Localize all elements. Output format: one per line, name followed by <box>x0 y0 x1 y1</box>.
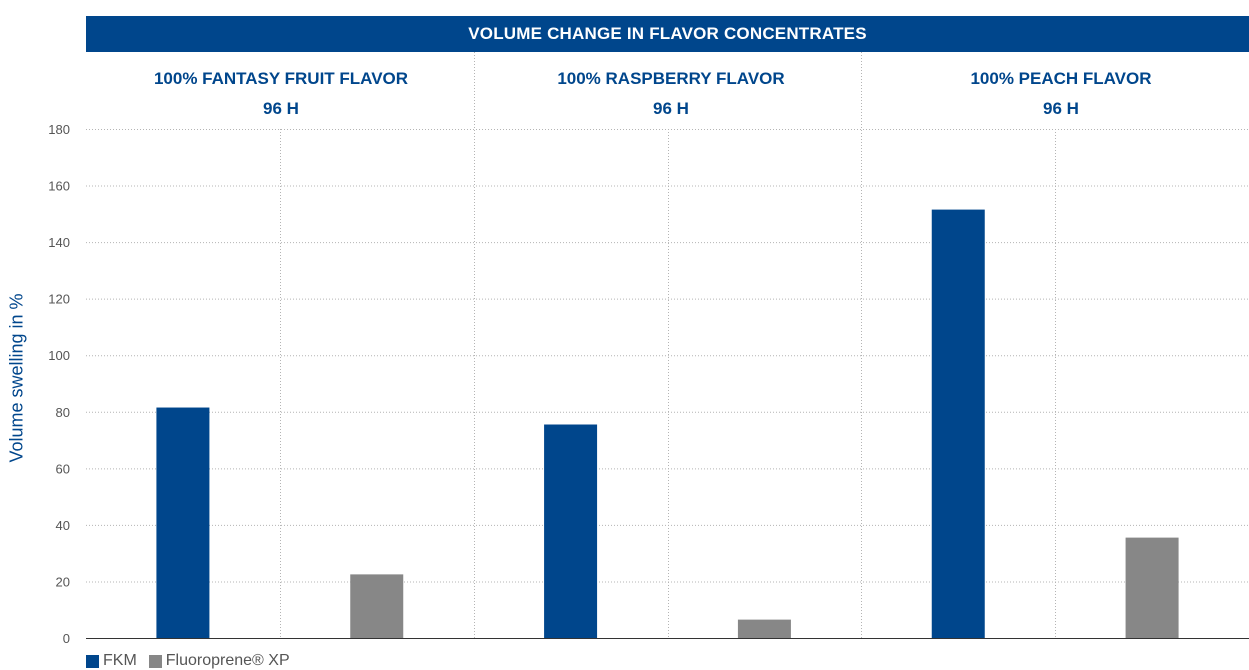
legend-label-fkm: FKM <box>103 652 137 669</box>
panel-title-text: 100% PEACH FLAVOR <box>970 69 1152 88</box>
panel-title-fantasy-fruit: 100% FANTASY FRUIT FLAVOR 96 H <box>86 64 476 124</box>
y-tick-label: 100 <box>48 348 70 363</box>
chart-title-background <box>86 16 1249 52</box>
bar-fkm <box>544 424 598 638</box>
legend-label-fluoroprene: Fluoroprene® XP <box>165 652 290 669</box>
y-tick-label: 180 <box>48 122 70 137</box>
legend-swatch-fkm <box>86 654 99 668</box>
legend-item-fluoroprene: Fluoroprene® XP <box>148 652 290 670</box>
panel-title-peach: 100% PEACH FLAVOR 96 H <box>866 64 1249 124</box>
tick-layer: 0 20 40 60 80 100 120 140 160 180 <box>48 122 1249 646</box>
legend-swatch-fluoroprene <box>148 654 162 668</box>
bar-fluoroprene <box>1125 537 1179 638</box>
panel-subtitle-text: 96 H <box>653 99 689 118</box>
panel-subtitle-text: 96 H <box>1043 99 1079 118</box>
panel-subtitle-text: 96 H <box>263 99 299 118</box>
y-tick-label: 160 <box>48 179 70 194</box>
grid-layer <box>86 52 1249 638</box>
panel-title-raspberry: 100% RASPBERRY FLAVOR 96 H <box>476 64 866 124</box>
panel-title-text: 100% RASPBERRY FLAVOR <box>557 69 785 88</box>
bar-fkm <box>931 209 985 638</box>
chart-title: VOLUME CHANGE IN FLAVOR CONCENTRATES <box>468 24 867 43</box>
y-tick-label: 40 <box>56 518 70 533</box>
y-tick-label: 20 <box>56 574 70 589</box>
legend: FKM Fluoroprene® XP <box>86 652 302 670</box>
bar-fluoroprene <box>350 574 404 638</box>
bar-fkm <box>156 407 210 638</box>
chart-title-band: VOLUME CHANGE IN FLAVOR CONCENTRATES <box>86 16 1249 52</box>
y-tick-label: 80 <box>56 405 70 420</box>
y-tick-label: 60 <box>56 461 70 476</box>
y-tick-label: 120 <box>48 292 70 307</box>
y-tick-label: 0 <box>63 631 70 646</box>
bar-fluoroprene <box>737 619 791 638</box>
panel-title-text: 100% FANTASY FRUIT FLAVOR <box>153 69 409 88</box>
legend-item-fkm: FKM <box>86 652 137 670</box>
y-axis-label: Volume swelling in % <box>6 293 27 463</box>
y-tick-label: 140 <box>48 235 70 250</box>
bar-layer <box>156 209 1179 638</box>
